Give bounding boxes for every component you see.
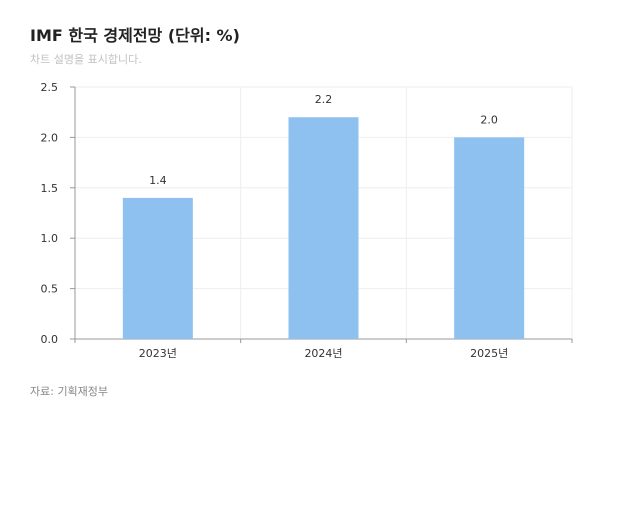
y-tick-label: 1.5 — [41, 182, 59, 195]
x-tick-label: 2023년 — [139, 347, 177, 360]
bar — [122, 197, 193, 339]
bar — [288, 117, 359, 340]
y-tick-label: 0.5 — [41, 283, 59, 296]
y-tick-label: 2.0 — [41, 131, 59, 144]
x-tick-label: 2024년 — [304, 347, 342, 360]
data-label: 2.2 — [315, 93, 333, 106]
data-label: 2.0 — [480, 113, 498, 126]
chart-subtitle: 차트 설명을 표시합니다. — [30, 53, 142, 66]
source-note: 자료: 기획재정부 — [30, 385, 109, 398]
chart-title: IMF 한국 경제전망 (단위: %) — [30, 26, 240, 45]
data-label: 1.4 — [149, 174, 167, 187]
y-tick-label: 0.0 — [41, 333, 59, 346]
bar — [454, 137, 525, 339]
y-tick-label: 1.0 — [41, 232, 59, 245]
y-tick-label: 2.5 — [41, 81, 59, 94]
x-tick-label: 2025년 — [470, 347, 508, 360]
